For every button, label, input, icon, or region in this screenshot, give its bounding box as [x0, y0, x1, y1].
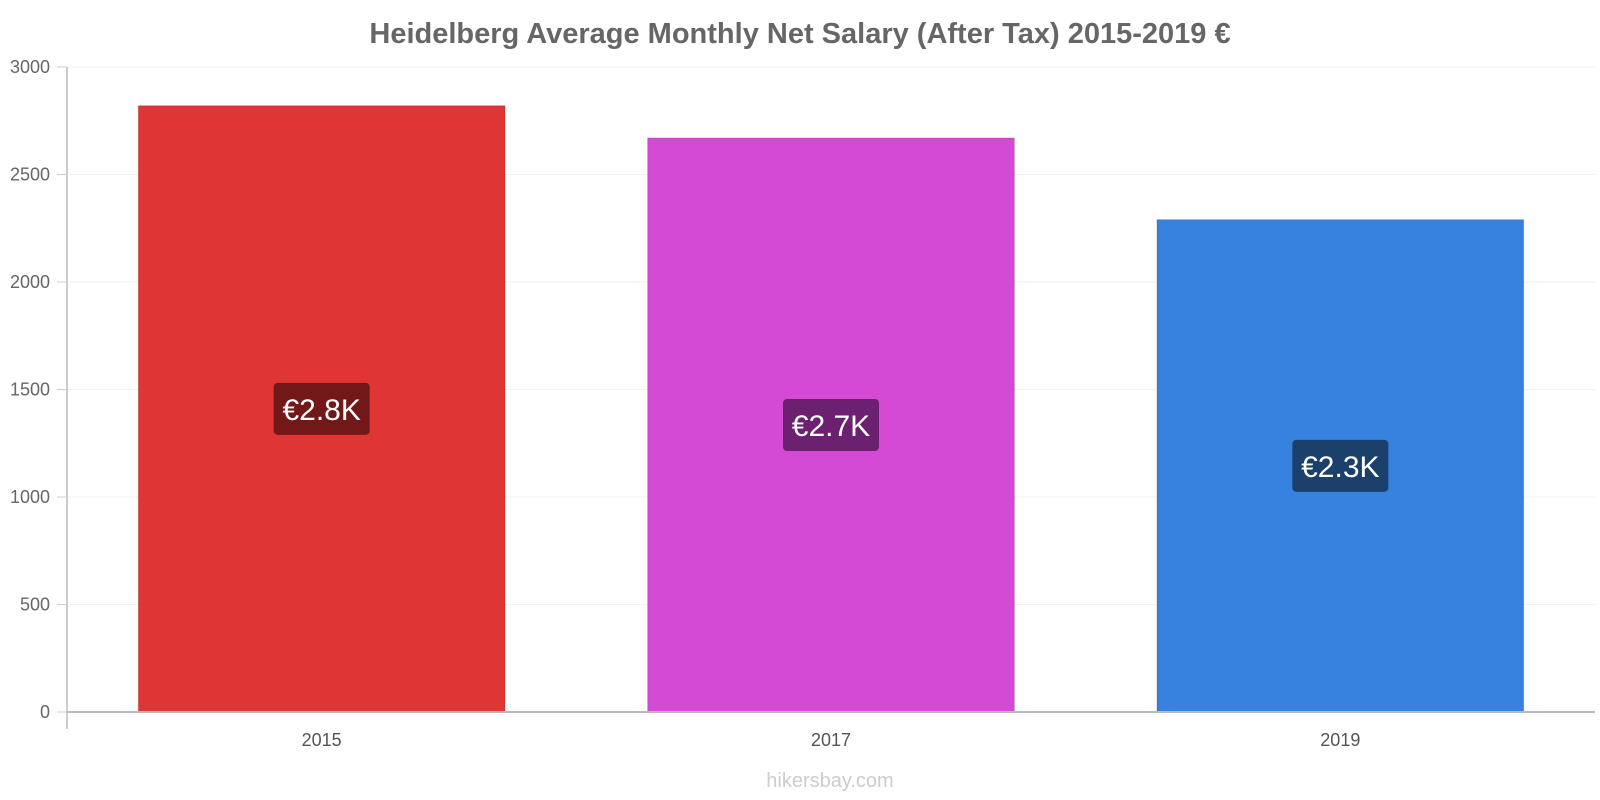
data-label-box	[1292, 439, 1389, 492]
data-label: €2.3K	[1301, 451, 1379, 484]
y-tick-label: 2500	[10, 165, 50, 185]
data-label: €2.7K	[792, 410, 870, 443]
x-tick-label: 2019	[1320, 730, 1360, 750]
data-label: €2.8K	[282, 394, 360, 427]
y-tick-label: 3000	[10, 57, 50, 77]
y-tick-label: 2000	[10, 272, 50, 292]
data-label-box	[273, 382, 370, 435]
chart-title: Heidelberg Average Monthly Net Salary (A…	[369, 18, 1230, 50]
data-label-box	[783, 398, 879, 451]
x-tick-label: 2015	[302, 730, 342, 750]
watermark: hikersbay.com	[766, 770, 893, 792]
y-tick-label: 1000	[10, 487, 50, 507]
y-axis-ticks: 0 500 1000 1500 2000 2500 3000	[10, 57, 67, 722]
x-axis-ticks: 2015 2017 2019	[302, 730, 1361, 750]
data-labels: €2.8K €2.7K €2.3K	[273, 382, 1389, 492]
y-tick-label: 500	[20, 595, 50, 615]
bars	[137, 105, 1525, 713]
x-tick-label: 2017	[811, 730, 851, 750]
y-tick-label: 0	[40, 702, 50, 722]
axes	[66, 67, 1595, 729]
y-tick-label: 1500	[10, 380, 50, 400]
